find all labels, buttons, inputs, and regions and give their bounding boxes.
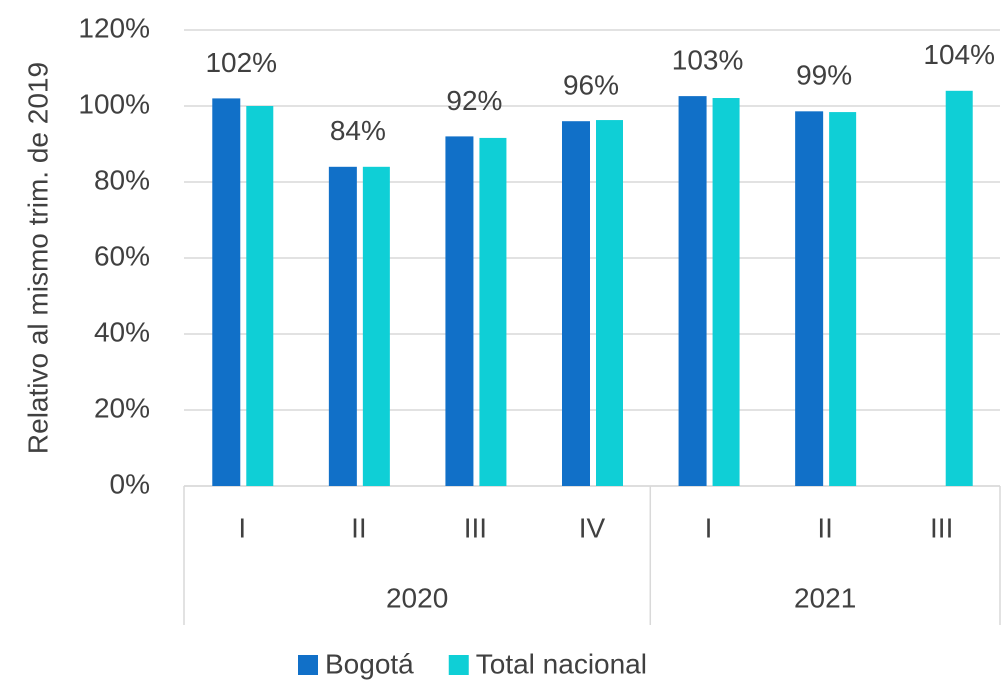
y-tick-label: 60% [94, 240, 150, 271]
bar [829, 112, 857, 486]
bar [712, 98, 740, 487]
x-tick-label: I [705, 512, 713, 543]
legend-label: Total nacional [476, 648, 647, 679]
y-tick-label: 80% [94, 164, 150, 195]
bar [246, 106, 274, 486]
y-tick-label: 40% [94, 316, 150, 347]
data-label: 84% [330, 115, 386, 146]
data-label: 99% [796, 60, 852, 91]
y-tick-label: 20% [94, 392, 150, 423]
data-label: 96% [563, 70, 619, 101]
x-group-label: 2021 [794, 582, 856, 613]
x-tick-label: IV [579, 512, 606, 543]
x-tick-label: II [351, 512, 367, 543]
bar [596, 120, 623, 486]
y-tick-label: 100% [78, 88, 150, 119]
bar [328, 166, 357, 487]
bar [212, 98, 241, 487]
data-label: 104% [923, 39, 995, 70]
legend-label: Bogotá [325, 648, 414, 679]
bar [562, 121, 590, 486]
bar [479, 137, 507, 487]
data-label: 92% [446, 85, 502, 116]
y-tick-label: 0% [110, 468, 150, 499]
y-axis-label: Relativo al mismo trim. de 2019 [22, 62, 53, 454]
x-tick-label: I [238, 512, 246, 543]
data-label: 103% [672, 45, 744, 76]
bar [362, 166, 390, 487]
x-group-label: 2020 [386, 582, 448, 613]
x-tick-label: III [464, 512, 487, 543]
y-tick-label: 120% [78, 12, 150, 43]
bar [678, 96, 707, 487]
bar [795, 111, 824, 486]
data-label: 102% [205, 47, 277, 78]
bar [945, 90, 973, 487]
bar [445, 136, 474, 486]
x-tick-label: II [817, 512, 833, 543]
legend-swatch [448, 655, 469, 675]
x-tick-label: III [930, 512, 953, 543]
legend-swatch [298, 655, 318, 675]
